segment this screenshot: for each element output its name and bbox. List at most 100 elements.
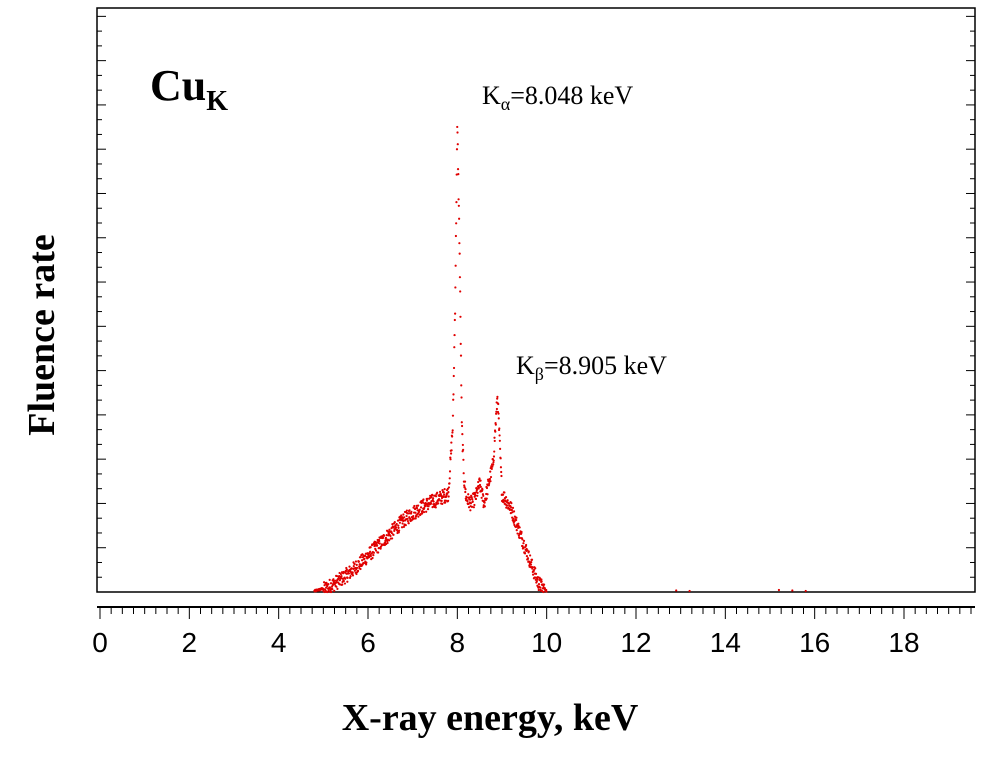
data-point xyxy=(485,497,488,500)
data-point xyxy=(359,555,362,559)
data-point xyxy=(437,502,440,505)
data-point xyxy=(517,522,520,525)
data-point xyxy=(529,554,532,557)
data-point xyxy=(413,504,416,508)
data-point xyxy=(331,588,334,591)
data-point xyxy=(512,517,515,520)
data-point xyxy=(392,533,395,536)
data-point xyxy=(493,450,496,453)
data-point xyxy=(495,407,499,411)
data-point xyxy=(378,539,381,543)
data-point xyxy=(542,583,546,586)
data-point xyxy=(474,497,478,501)
data-point xyxy=(777,588,781,592)
data-point xyxy=(511,506,515,509)
data-point xyxy=(441,488,444,492)
data-point xyxy=(381,536,385,539)
data-point xyxy=(377,551,380,554)
data-point xyxy=(432,497,435,500)
data-point xyxy=(405,514,408,518)
data-point xyxy=(478,483,482,487)
data-point xyxy=(534,578,537,581)
data-point xyxy=(489,480,492,483)
data-point xyxy=(505,506,508,509)
data-point xyxy=(374,549,378,552)
data-point xyxy=(462,458,465,461)
data-point xyxy=(391,537,394,540)
annotation-k-alpha: Kα=8.048 keV xyxy=(482,81,633,114)
data-point xyxy=(492,459,495,462)
data-point xyxy=(496,397,499,400)
data-point xyxy=(804,589,807,593)
data-point xyxy=(503,491,506,494)
data-point xyxy=(488,477,492,481)
data-point xyxy=(451,435,454,438)
data-point xyxy=(498,439,501,442)
data-point xyxy=(460,421,463,424)
data-point xyxy=(493,439,496,443)
data-point xyxy=(462,472,465,475)
data-point xyxy=(486,493,489,496)
data-point xyxy=(442,491,445,494)
data-point xyxy=(511,511,514,514)
data-point xyxy=(483,501,486,504)
data-point xyxy=(493,436,496,439)
data-point xyxy=(523,552,527,555)
data-point xyxy=(390,531,393,535)
data-point xyxy=(453,318,456,322)
data-point xyxy=(407,512,410,515)
data-point xyxy=(417,504,420,507)
data-point xyxy=(510,506,513,509)
data-point xyxy=(467,506,471,509)
data-point xyxy=(525,543,528,547)
data-point xyxy=(459,290,462,293)
data-point xyxy=(452,374,455,378)
data-point xyxy=(491,465,494,468)
data-point xyxy=(425,499,429,502)
data-point xyxy=(515,528,518,532)
data-point xyxy=(335,585,338,588)
data-point xyxy=(448,470,452,473)
y-axis-title: Fluence rate xyxy=(21,234,63,436)
data-point xyxy=(452,393,455,396)
data-point xyxy=(530,558,534,561)
data-point xyxy=(473,503,476,507)
data-point xyxy=(406,519,410,523)
data-point xyxy=(510,509,514,512)
data-point xyxy=(355,572,358,576)
data-point xyxy=(464,488,467,491)
data-point xyxy=(369,554,373,558)
data-point xyxy=(533,568,536,571)
data-point xyxy=(353,562,356,566)
data-point xyxy=(365,561,368,564)
data-point xyxy=(494,430,497,433)
data-point xyxy=(376,544,379,547)
annotation-k-beta-base: K xyxy=(516,351,535,380)
data-point xyxy=(444,501,447,504)
data-point xyxy=(479,485,482,488)
data-point xyxy=(459,354,463,357)
data-point xyxy=(485,486,489,490)
data-point xyxy=(402,513,405,516)
data-point xyxy=(438,490,442,493)
data-point xyxy=(497,402,500,406)
data-point xyxy=(431,493,434,496)
data-point xyxy=(339,572,343,576)
data-point xyxy=(458,252,461,255)
data-point xyxy=(469,509,472,512)
data-point xyxy=(371,556,374,560)
data-point xyxy=(474,494,477,497)
data-point xyxy=(492,461,495,464)
data-point xyxy=(347,572,351,575)
data-point xyxy=(500,474,503,478)
annotation-k-beta: Kβ=8.905 keV xyxy=(516,351,667,384)
x-tick-label: 12 xyxy=(620,627,651,658)
data-point xyxy=(384,541,387,544)
data-point xyxy=(389,534,392,538)
data-point xyxy=(456,168,460,171)
data-point xyxy=(497,417,500,420)
data-point xyxy=(357,560,360,563)
data-point xyxy=(467,493,470,496)
data-point xyxy=(521,545,524,548)
data-point xyxy=(507,502,511,505)
